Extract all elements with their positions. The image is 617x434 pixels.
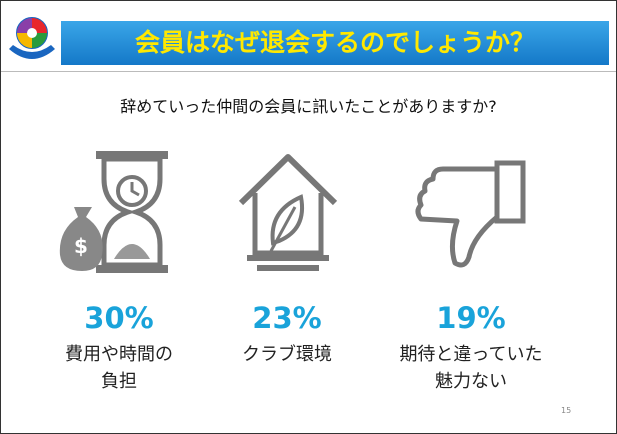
item-label: 費用や時間の — [65, 344, 173, 365]
page-number: 15 — [561, 406, 572, 415]
title-banner — [61, 21, 609, 65]
item-label: 負担 — [101, 371, 137, 392]
thumbs-down-icon — [415, 160, 526, 268]
item-label: クラブ環境 — [242, 344, 332, 365]
svg-text:$: $ — [74, 234, 88, 258]
hourglass-money-icon: $ — [59, 151, 168, 273]
percent: 30% — [84, 301, 154, 335]
house-leaf-icon — [238, 154, 338, 271]
header-rule — [1, 71, 616, 72]
slide-title: 会員はなぜ退会するのでしょうか？ — [134, 28, 535, 57]
item-label: 魅力ない — [435, 371, 507, 392]
item-label: 期待と違っていた — [399, 344, 543, 365]
percent: 23% — [252, 301, 322, 335]
percent: 19% — [436, 301, 506, 335]
subtitle: 辞めていった仲間の会員に訊いたことがありますか? — [120, 97, 497, 116]
logo — [9, 17, 55, 59]
